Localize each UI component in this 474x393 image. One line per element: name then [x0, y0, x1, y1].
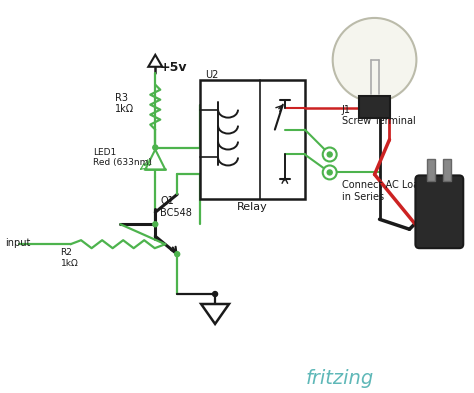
Circle shape: [323, 165, 337, 180]
FancyBboxPatch shape: [443, 160, 451, 182]
Text: Q1
BC548: Q1 BC548: [160, 196, 192, 218]
Text: input: input: [5, 238, 30, 248]
Text: J1
Screw Terminal: J1 Screw Terminal: [342, 105, 415, 126]
Polygon shape: [146, 149, 165, 169]
Text: R2
1kΩ: R2 1kΩ: [61, 248, 78, 268]
Circle shape: [327, 170, 332, 175]
Circle shape: [212, 292, 218, 297]
Text: U2: U2: [205, 70, 219, 80]
FancyBboxPatch shape: [428, 160, 435, 182]
Circle shape: [175, 252, 180, 257]
Text: Relay: Relay: [237, 202, 268, 212]
Circle shape: [327, 152, 332, 157]
Circle shape: [153, 145, 158, 150]
Text: R3
1kΩ: R3 1kΩ: [115, 93, 135, 114]
FancyBboxPatch shape: [415, 175, 463, 248]
Circle shape: [323, 147, 337, 162]
FancyBboxPatch shape: [200, 80, 305, 199]
FancyBboxPatch shape: [359, 95, 391, 118]
Circle shape: [333, 18, 417, 102]
Text: fritzing: fritzing: [306, 369, 374, 388]
Text: LED1
Red (633nm): LED1 Red (633nm): [93, 147, 152, 167]
Circle shape: [153, 222, 158, 227]
Text: Connect AC Load
in Series: Connect AC Load in Series: [342, 180, 425, 202]
Text: +5v: +5v: [159, 61, 187, 74]
